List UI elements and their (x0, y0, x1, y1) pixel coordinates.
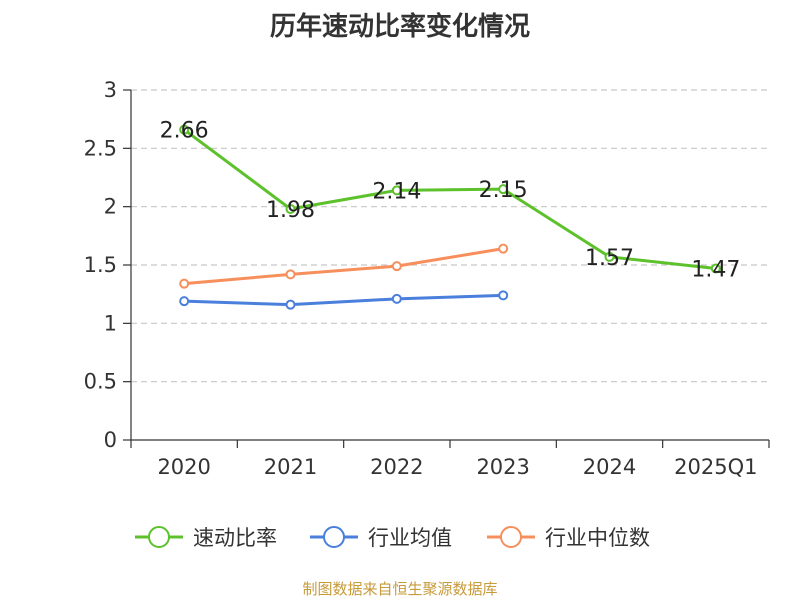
data-point (391, 185, 402, 196)
data-label: 1.98 (266, 198, 315, 223)
chart-title: 历年速动比率变化情况 (269, 12, 530, 42)
series-layer (179, 124, 721, 310)
x-tick-label: 2022 (370, 455, 423, 479)
data-point (179, 124, 190, 135)
data-point (179, 296, 190, 307)
legend-label: 行业中位数 (545, 526, 650, 550)
data-label: 2.66 (160, 119, 209, 144)
y-tick-label: 0.5 (84, 370, 117, 394)
data-label: 1.47 (691, 258, 740, 283)
y-tick-label: 1 (104, 311, 117, 335)
series-line (184, 247, 504, 286)
x-tick-label: 2025Q1 (674, 455, 757, 479)
y-tick-label: 0 (104, 428, 117, 452)
data-point (710, 263, 721, 274)
data-label-layer: 2.66 1.98 2.14 2.15 1.57 1.47 (160, 119, 741, 283)
y-tick-label: 2.5 (84, 136, 117, 160)
source-note: 制图数据来自恒生聚源数据库 (302, 580, 498, 598)
series-line (183, 128, 716, 270)
y-tick-label: 2 (104, 195, 117, 219)
grid-layer (131, 89, 769, 383)
x-tick-label: 2021 (264, 455, 317, 479)
legend-item[interactable]: 速动比率 (135, 526, 277, 550)
legend-label: 行业均值 (368, 526, 452, 550)
data-point (604, 251, 615, 262)
data-point (498, 290, 509, 301)
x-tick-label: 2024 (583, 455, 636, 479)
data-point (285, 269, 296, 280)
data-label: 1.57 (585, 246, 634, 271)
legend-item[interactable]: 行业中位数 (487, 526, 650, 550)
data-point (391, 293, 402, 304)
data-label: 2.15 (479, 178, 528, 203)
axis-layer: 0 0.5 1 1.5 2 2.5 3 2020 2021 2022 2023 2024 2025Q1 (84, 78, 770, 479)
data-point (285, 204, 296, 214)
series-line (184, 293, 504, 307)
legend-label: 速动比率 (193, 526, 277, 550)
y-tick-label: 3 (104, 78, 117, 102)
legend-marker-icon (500, 526, 522, 548)
x-tick-label: 2023 (476, 455, 529, 479)
legend-marker-icon (148, 526, 170, 548)
legend-item[interactable]: 行业均值 (310, 526, 452, 550)
data-label: 2.14 (372, 179, 421, 204)
y-tick-label: 1.5 (84, 253, 117, 277)
data-point (498, 243, 509, 254)
legend-marker-icon (323, 526, 345, 548)
data-point (285, 299, 296, 310)
data-point (498, 184, 509, 195)
x-tick-label: 2020 (157, 455, 210, 479)
legend[interactable]: 速动比率 行业均值 行业中位数 (135, 526, 650, 550)
data-point (391, 261, 402, 272)
data-point (179, 278, 190, 289)
